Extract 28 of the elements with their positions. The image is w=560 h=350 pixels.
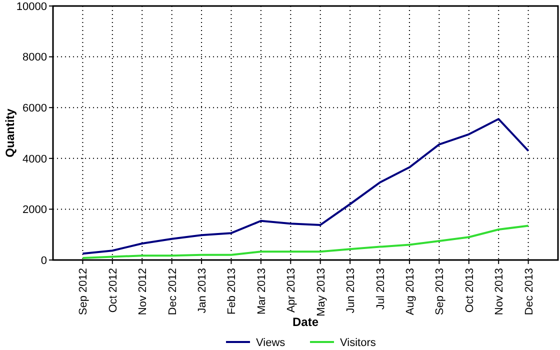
legend-label: Views <box>256 336 286 349</box>
x-tick-label: Jul 2013 <box>374 268 387 310</box>
line-series <box>82 118 530 255</box>
x-tick-label: May 2013 <box>315 268 328 316</box>
y-axis-title: Quantity <box>3 108 17 158</box>
x-tick-label: Aug 2013 <box>404 268 416 316</box>
x-tick-label: Apr 2013 <box>286 268 298 313</box>
y-tick-label: 4000 <box>22 153 47 166</box>
line-series <box>82 224 530 259</box>
y-tick-label: 6000 <box>22 102 47 114</box>
x-axis-title: Date <box>292 315 319 329</box>
y-tick-label: 10000 <box>16 0 47 13</box>
x-tick-label: Dec 2012 <box>166 268 179 316</box>
x-tick-label: Nov 2012 <box>137 268 150 316</box>
x-tick-label: Oct 2012 <box>107 268 120 313</box>
x-tick-label: Feb 2013 <box>226 268 238 314</box>
y-tick-label: 2000 <box>22 204 47 216</box>
y-tick-label: 8000 <box>22 52 47 64</box>
x-tick-label: Jun 2013 <box>345 268 358 314</box>
x-tick-label: Mar 2013 <box>256 268 268 314</box>
x-tick-label: Jan 2013 <box>196 268 209 314</box>
x-tick-label: Sep 2012 <box>78 268 90 316</box>
x-tick-label: Nov 2013 <box>494 268 506 316</box>
x-tick-label: Dec 2013 <box>523 268 536 316</box>
y-tick-label: 0 <box>40 254 47 267</box>
x-tick-label: Oct 2013 <box>464 268 476 313</box>
x-tick-label: Sep 2013 <box>434 268 446 316</box>
legend-label: Visitors <box>340 336 376 349</box>
